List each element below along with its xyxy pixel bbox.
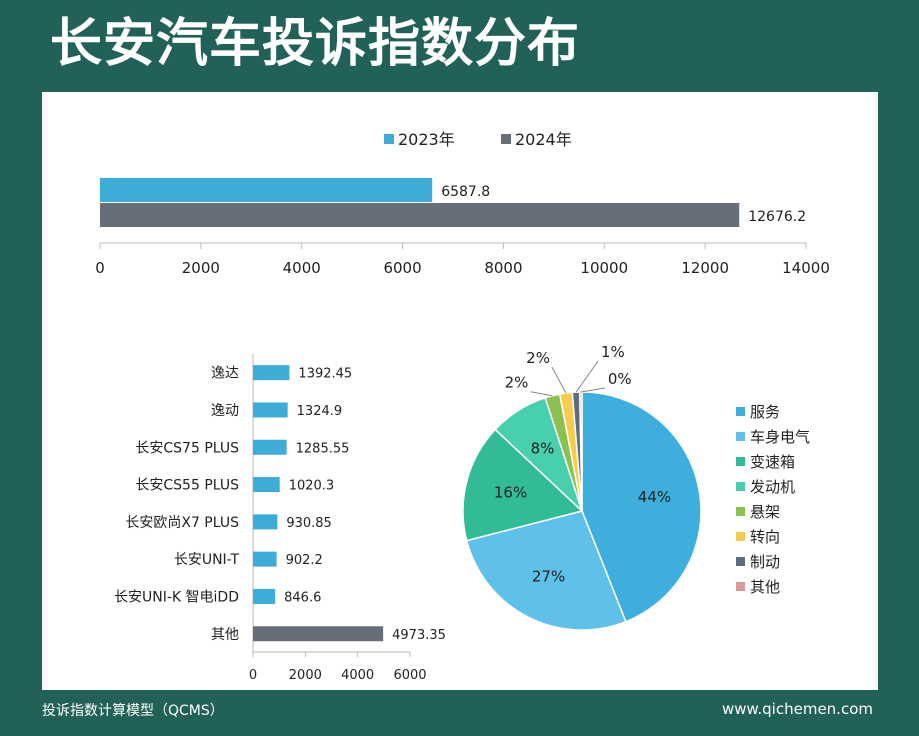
footer-model-note: 投诉指数计算模型（QCMS） [42, 703, 224, 719]
pie-label-7: 0% [608, 370, 632, 388]
pie-legend-label-0: 服务 [750, 403, 780, 421]
pie-leader-7 [580, 387, 605, 393]
pie-slice-1 [465, 510, 627, 631]
model-bar-value-4: 930.85 [286, 516, 332, 531]
pie-legend-label-1: 车身电气 [750, 428, 810, 446]
model-bar-value-6: 846.6 [284, 590, 321, 605]
model-x-tick-label-3: 6000 [393, 668, 426, 683]
x-tick-label-7: 14000 [782, 259, 830, 277]
x-tick-label-1: 2000 [182, 259, 220, 277]
pie-legend-swatch-4 [736, 507, 745, 516]
bar-1 [100, 203, 740, 227]
x-tick-label-0: 0 [95, 259, 105, 277]
model-bar-6 [253, 588, 276, 604]
legend-label-1: 2024年 [515, 130, 572, 149]
chart-canvas: 2023年 2024年 6587.8 12676.2 0 2000 4000 6000 8000… [95, 130, 830, 683]
legend-swatch-0 [384, 134, 394, 144]
model-bar-2 [253, 439, 287, 455]
pie-legend-label-7: 其他 [750, 578, 780, 596]
x-tick-label-4: 8000 [484, 259, 522, 277]
pie-label-3: 8% [531, 440, 555, 458]
pie-legend-label-5: 转向 [750, 528, 780, 546]
model-bar-value-7: 4973.35 [392, 628, 446, 643]
pie-slice-2 [462, 428, 584, 542]
legend-label-0: 2023年 [398, 130, 455, 149]
pie-leader-6 [575, 360, 599, 393]
category-label-1: 逸动 [211, 403, 239, 419]
category-label-7: 其他 [211, 627, 239, 643]
chart-panel: 2023年 2024年 6587.8 12676.2 0 2000 4000 6000 8000… [42, 92, 878, 690]
x-tick-label-5: 10000 [580, 259, 628, 277]
model-bar-value-1: 1324.9 [297, 404, 343, 419]
pie-label-1: 27% [532, 568, 565, 586]
pie-leader-4 [530, 391, 553, 397]
x-tick-label-6: 12000 [681, 259, 729, 277]
pie-legend-swatch-6 [736, 557, 745, 566]
model-bar-value-0: 1392.45 [298, 367, 352, 382]
x-tick-label-3: 6000 [383, 259, 421, 277]
pie-legend-label-2: 变速箱 [750, 453, 795, 471]
pie-legend-swatch-3 [736, 482, 745, 491]
model-x-tick-label-0: 0 [249, 668, 257, 683]
page-title: 长安汽车投诉指数分布 [50, 14, 581, 74]
category-label-3: 长安CS55 PLUS [135, 478, 239, 494]
pie-slice-0 [581, 391, 702, 623]
pie-label-5: 2% [526, 349, 550, 367]
pie-legend-swatch-7 [736, 582, 745, 591]
model-bar-3 [253, 477, 280, 493]
model-bar-4 [253, 514, 278, 530]
pie-legend-swatch-5 [736, 532, 745, 541]
pie-label-6: 1% [601, 343, 625, 361]
model-bar-1 [253, 402, 288, 418]
category-label-6: 长安UNI-K 智电iDD [114, 589, 239, 605]
pie-label-0: 44% [638, 488, 671, 506]
pie-legend-label-4: 悬架 [750, 503, 780, 521]
pie-legend-swatch-1 [736, 432, 745, 441]
model-x-tick-label-1: 2000 [289, 668, 322, 683]
model-bar-5 [253, 551, 277, 567]
pie-legend-swatch-0 [736, 407, 745, 416]
pie-label-2: 16% [494, 484, 527, 502]
bar-0 [100, 178, 433, 202]
model-bar-0 [253, 365, 290, 381]
pie-leader-5 [551, 366, 567, 394]
model-bar-value-2: 1285.55 [296, 441, 350, 456]
pie-legend-swatch-2 [736, 457, 745, 466]
category-label-0: 逸达 [211, 366, 239, 382]
legend-swatch-1 [501, 134, 511, 144]
pie-legend-label-3: 发动机 [750, 478, 795, 496]
bar-value-label-1: 12676.2 [748, 209, 806, 225]
category-label-5: 长安UNI-T [174, 552, 240, 568]
x-tick-label-2: 4000 [283, 259, 321, 277]
category-label-4: 长安欧尚X7 PLUS [125, 515, 239, 531]
bar-value-label-0: 6587.8 [441, 184, 490, 200]
model-bar-value-5: 902.2 [286, 553, 323, 568]
model-x-tick-label-2: 4000 [341, 668, 374, 683]
footer-website: www.qichemen.com [721, 700, 873, 718]
model-bar-7 [253, 626, 384, 642]
pie-label-4: 2% [505, 374, 529, 392]
pie-legend-label-6: 制动 [750, 553, 780, 571]
category-label-2: 长安CS75 PLUS [135, 440, 239, 456]
model-bar-value-3: 1020.3 [289, 479, 335, 494]
